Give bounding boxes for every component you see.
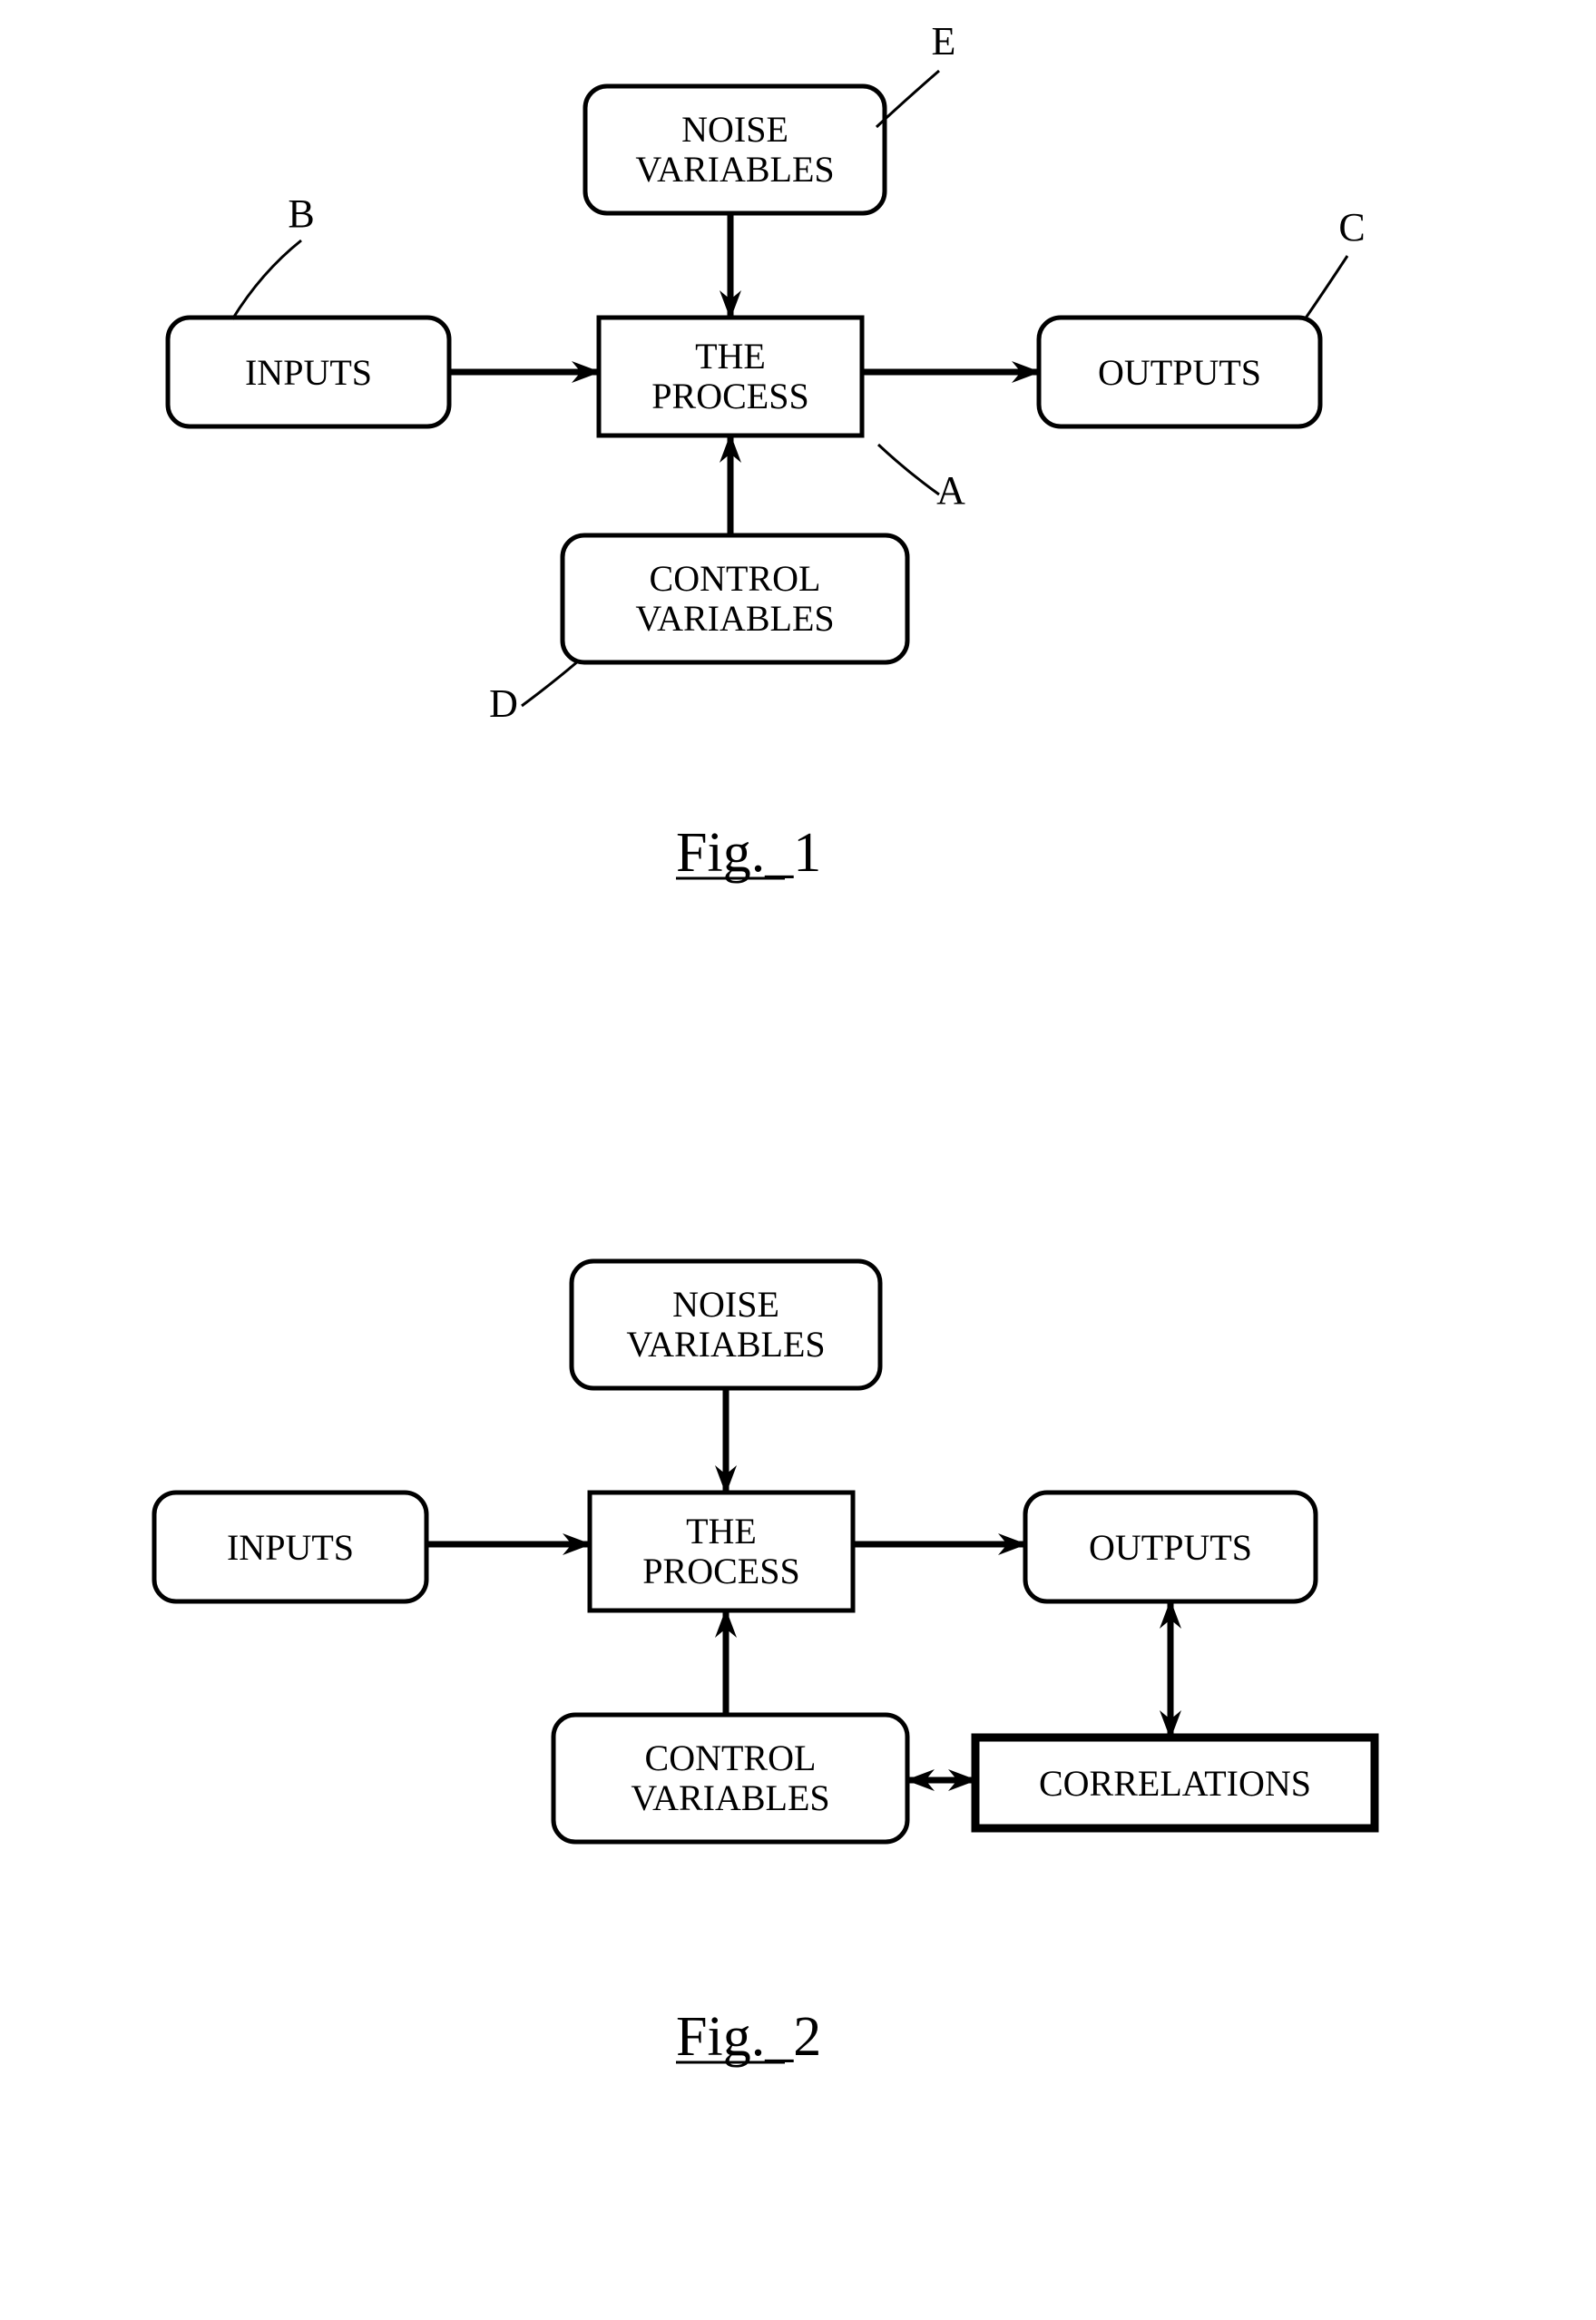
fig1-process-label-line2: PROCESS	[651, 376, 808, 416]
fig1-control-label-line2: VARIABLES	[635, 598, 834, 639]
svg-text:Fig._1: Fig._1	[676, 822, 821, 884]
fig1-leader-1	[876, 71, 939, 127]
fig1-control-node: CONTROLVARIABLES	[563, 535, 907, 662]
fig2-inputs-node: INPUTS	[154, 1493, 426, 1601]
fig1-leader-3	[878, 445, 939, 494]
fig1-noise-label-line2: VARIABLES	[635, 149, 834, 190]
fig1-noise-label-line1: NOISE	[681, 109, 788, 150]
fig1-process-node: THEPROCESS	[599, 318, 862, 436]
fig2-correlations-node: CORRELATIONS	[975, 1738, 1375, 1828]
fig2-correlations-label: CORRELATIONS	[1039, 1763, 1311, 1804]
fig1-leader-0	[232, 240, 301, 319]
fig1-callout-A: A	[936, 468, 965, 513]
fig1-control-label-line1: CONTROL	[650, 558, 821, 599]
fig1-leader-4	[522, 661, 579, 706]
fig1-callout-D: D	[489, 681, 518, 726]
fig2-outputs-node: OUTPUTS	[1025, 1493, 1316, 1601]
fig1-inputs-node: INPUTS	[168, 318, 449, 426]
fig1-inputs-label: INPUTS	[245, 352, 372, 393]
fig2-noise-label-line2: VARIABLES	[626, 1324, 825, 1365]
fig2-noise-label-line1: NOISE	[672, 1284, 779, 1325]
fig1-caption: Fig._1	[676, 822, 821, 884]
fig2-process-node: THEPROCESS	[590, 1493, 853, 1610]
fig1-callout-B: B	[288, 191, 314, 236]
fig1-callout-E: E	[932, 19, 956, 64]
fig1-outputs-label: OUTPUTS	[1098, 352, 1261, 393]
fig1-noise-node: NOISEVARIABLES	[585, 86, 885, 213]
fig1-process-label-line1: THE	[695, 336, 766, 377]
fig2-process-label-line1: THE	[686, 1511, 757, 1552]
fig2-control-node: CONTROLVARIABLES	[553, 1715, 907, 1842]
fig2-control-label-line1: CONTROL	[645, 1738, 817, 1778]
fig2-caption: Fig._2	[676, 2006, 821, 2068]
fig1-callout-C: C	[1338, 205, 1365, 250]
svg-text:Fig._2: Fig._2	[676, 2006, 821, 2068]
fig2-noise-node: NOISEVARIABLES	[572, 1261, 880, 1388]
fig2-process-label-line2: PROCESS	[642, 1551, 799, 1591]
fig1-leader-2	[1305, 256, 1347, 319]
fig2-control-label-line2: VARIABLES	[631, 1777, 829, 1818]
fig1-outputs-node: OUTPUTS	[1039, 318, 1320, 426]
fig2-outputs-label: OUTPUTS	[1089, 1527, 1252, 1568]
fig2-inputs-label: INPUTS	[227, 1527, 354, 1568]
